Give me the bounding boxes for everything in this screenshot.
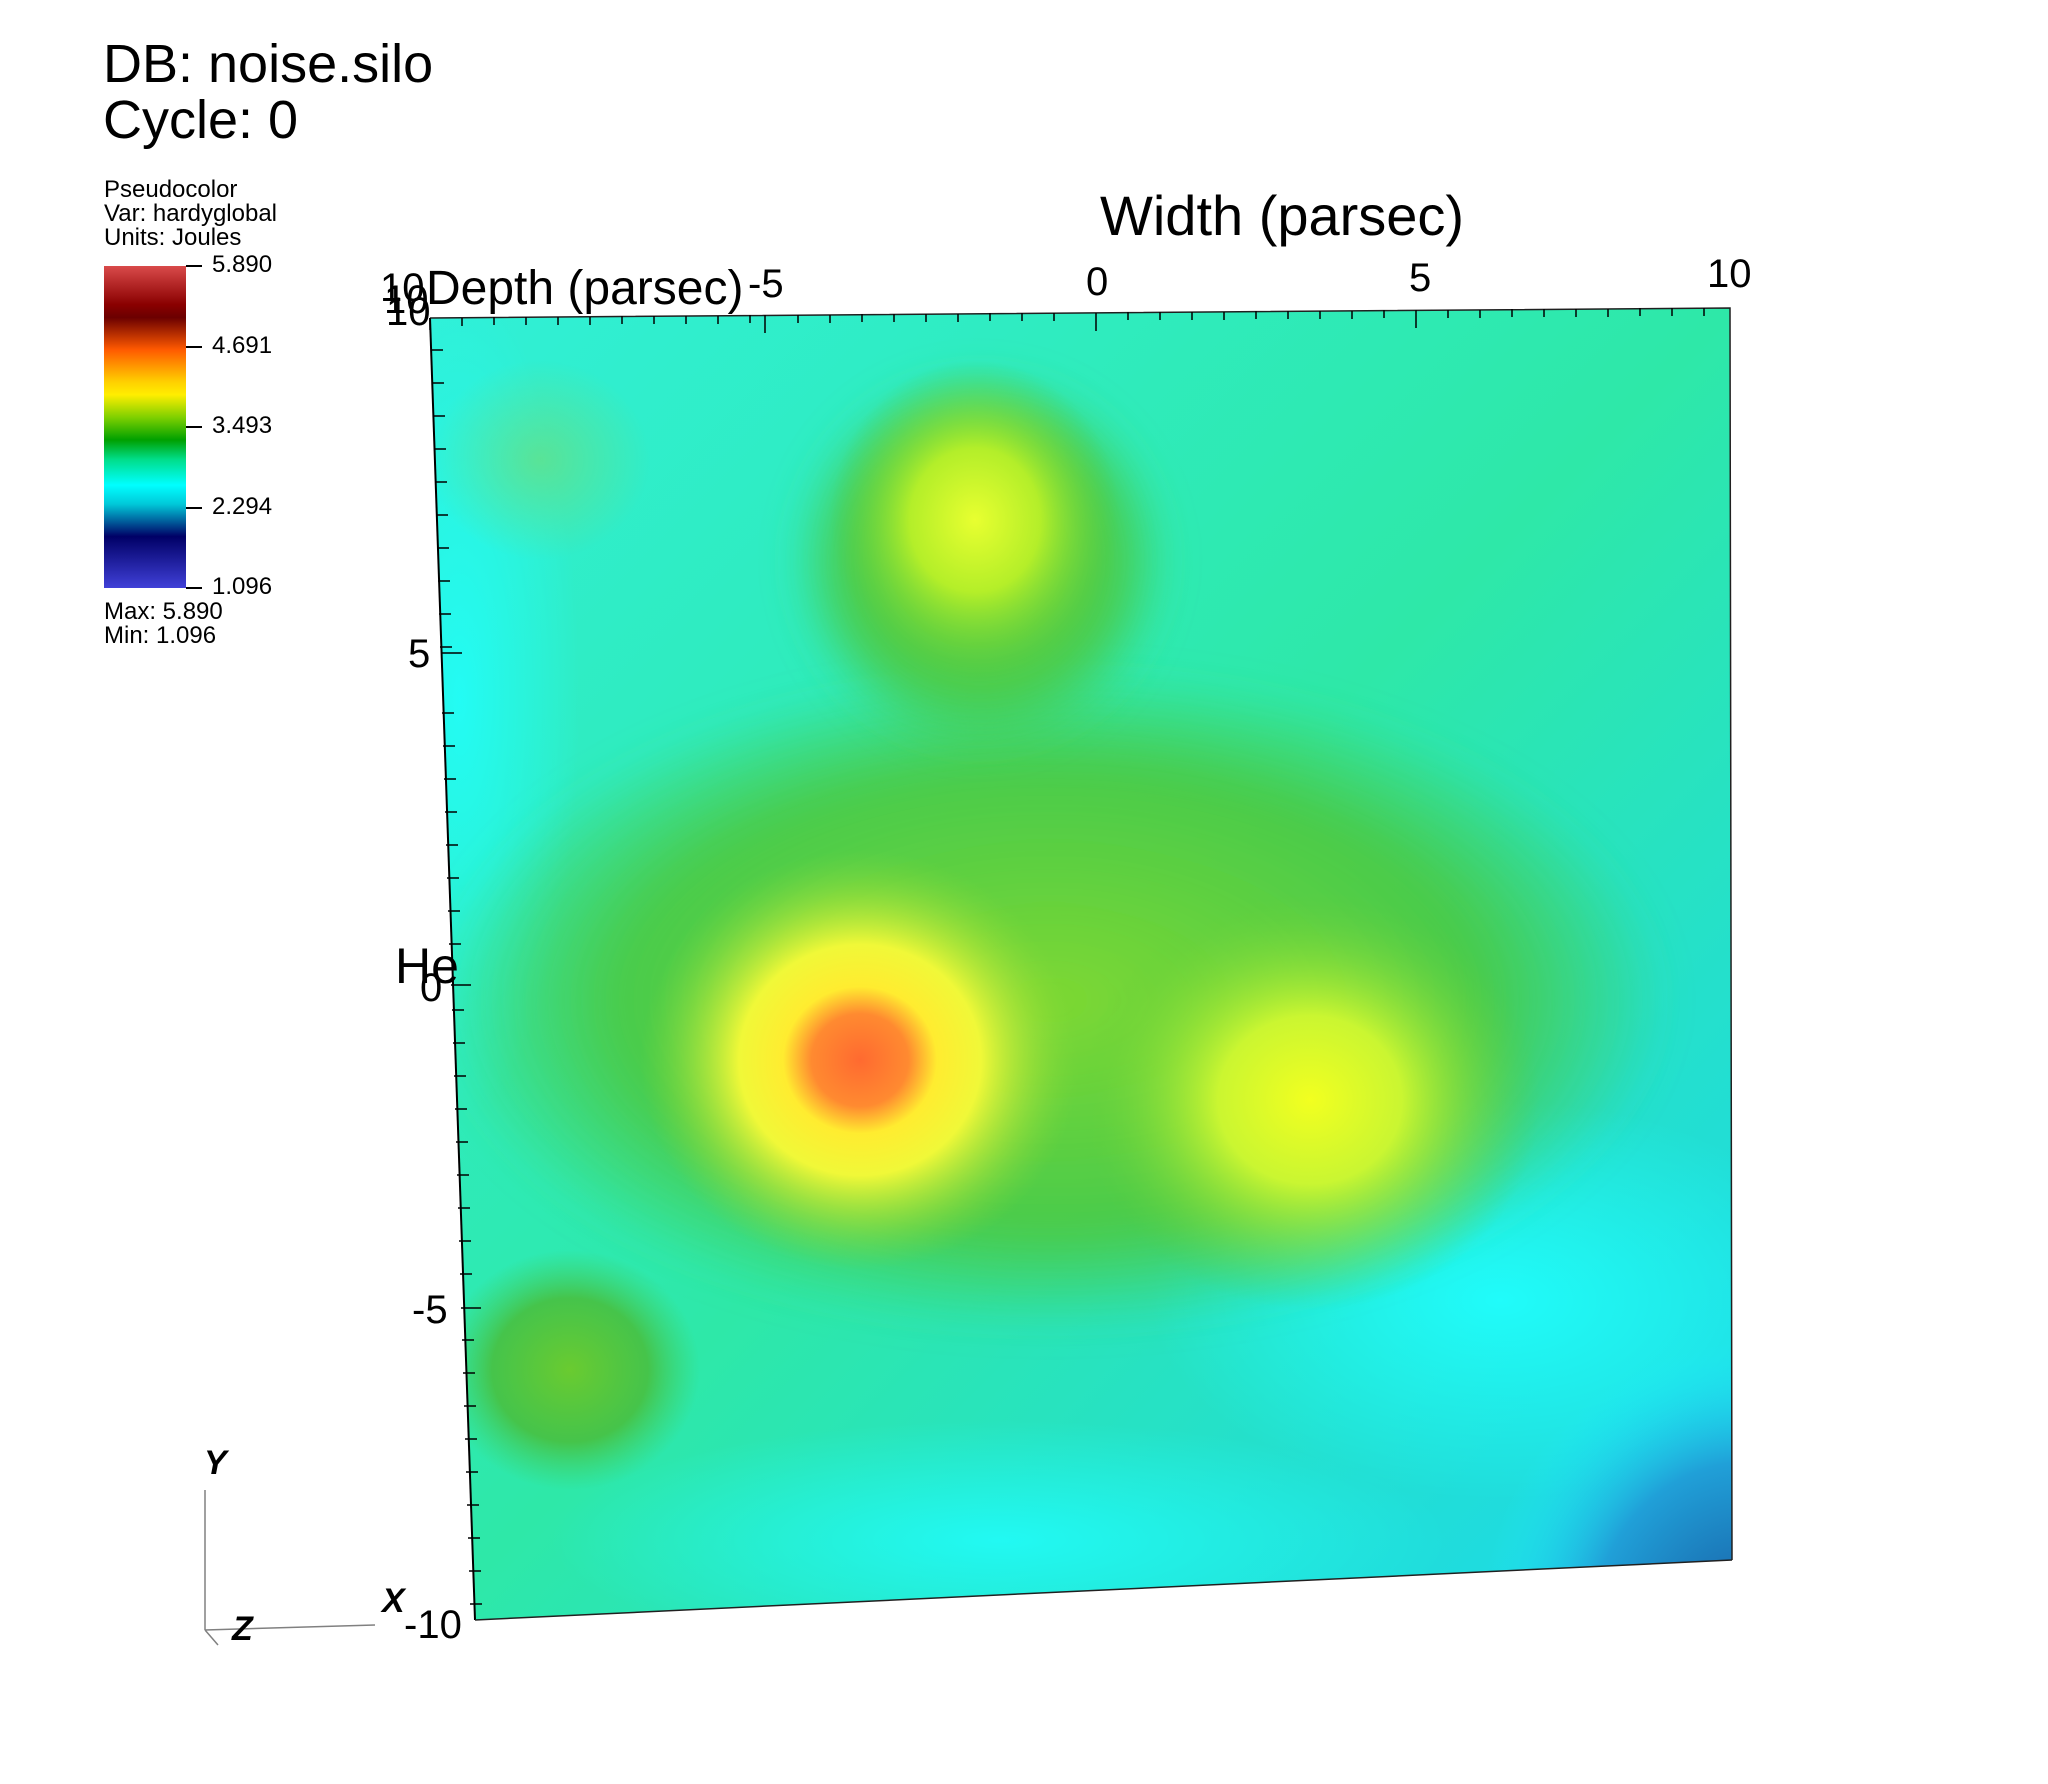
x-axis-title: Width (parsec) (1100, 184, 1465, 247)
legend-tick-mark (186, 587, 202, 589)
left-axis-ticks (431, 349, 482, 1605)
legend-tick-label: 3.493 (212, 412, 273, 439)
legend-min: Min: 1.096 (104, 622, 217, 649)
y-corner-label: 10 (384, 278, 429, 322)
legend-tick-label: 4.691 (212, 332, 273, 359)
legend-max: Max: 5.890 (104, 598, 223, 625)
legend-plot-type: Pseudocolor (104, 176, 238, 203)
legend-tick-mark (186, 265, 202, 267)
bottom-frame (474, 1559, 1733, 1621)
y-tick-label: 5 (408, 632, 431, 676)
legend-tick-mark (186, 346, 202, 348)
y-tick-label: -5 (412, 1288, 448, 1332)
plot-frame (429, 307, 1733, 1561)
legend-variable: Var: hardyglobal (104, 200, 277, 227)
orientation-triad (204, 1490, 376, 1646)
legend-tick-mark (186, 426, 202, 428)
top-axis-ticks (429, 308, 1705, 333)
triad-y-label: Y (204, 1444, 227, 1482)
z-axis-title: Depth (parsec) (426, 262, 744, 315)
legend-tick-label: 2.294 (212, 493, 273, 520)
legend-units: Units: Joules (104, 224, 242, 251)
database-label: DB: noise.silo (103, 34, 434, 94)
scalar-field (430, 308, 1732, 1620)
color-bar (104, 266, 186, 588)
triad-x-label: X (382, 1582, 405, 1620)
y-corner-label: 10 (386, 290, 431, 334)
x-tick-label: 5 (1409, 256, 1432, 300)
y-corner-label: 10 (380, 266, 425, 310)
y-axis-line (429, 317, 476, 1621)
y-axis-title-partial: He (395, 938, 459, 994)
legend-tick-label: 5.890 (212, 251, 273, 278)
legend-tick-label: 1.096 (212, 573, 273, 600)
bottom-corner-label: -10 (404, 1603, 462, 1647)
legend-tick-mark (186, 507, 202, 509)
triad-z-label: Z (232, 1610, 253, 1648)
x-tick-label: 0 (1086, 260, 1109, 304)
cycle-label: Cycle: 0 (103, 90, 299, 150)
x-tick-label: 10 (1707, 252, 1752, 296)
y-tick-label: 0 (420, 966, 443, 1010)
x-tick-label: -5 (748, 262, 784, 306)
